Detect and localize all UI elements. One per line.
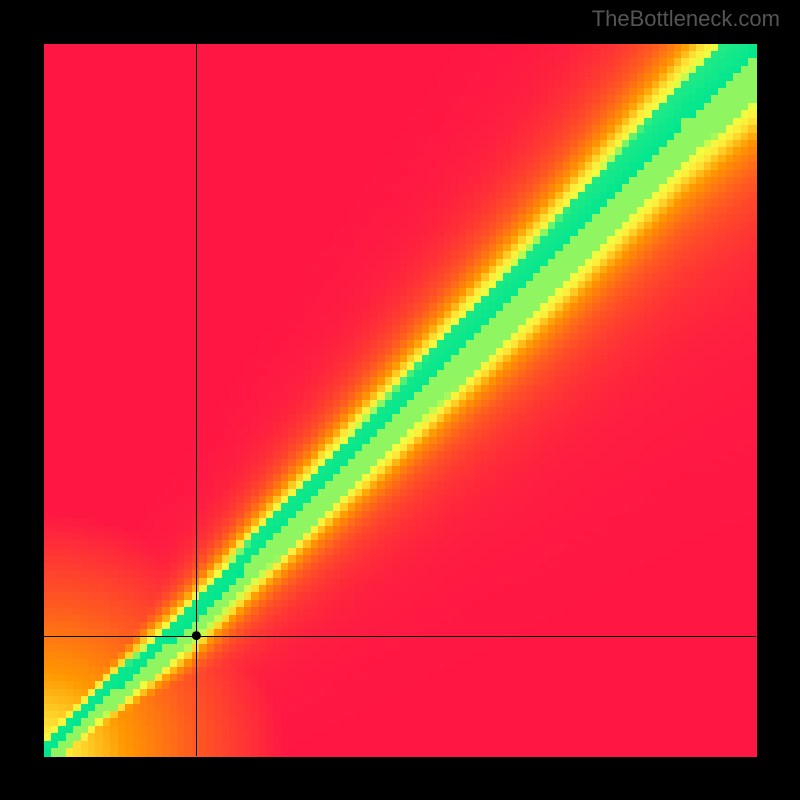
bottleneck-heatmap [0, 0, 800, 800]
watermark-text: TheBottleneck.com [592, 6, 780, 32]
chart-container: TheBottleneck.com [0, 0, 800, 800]
